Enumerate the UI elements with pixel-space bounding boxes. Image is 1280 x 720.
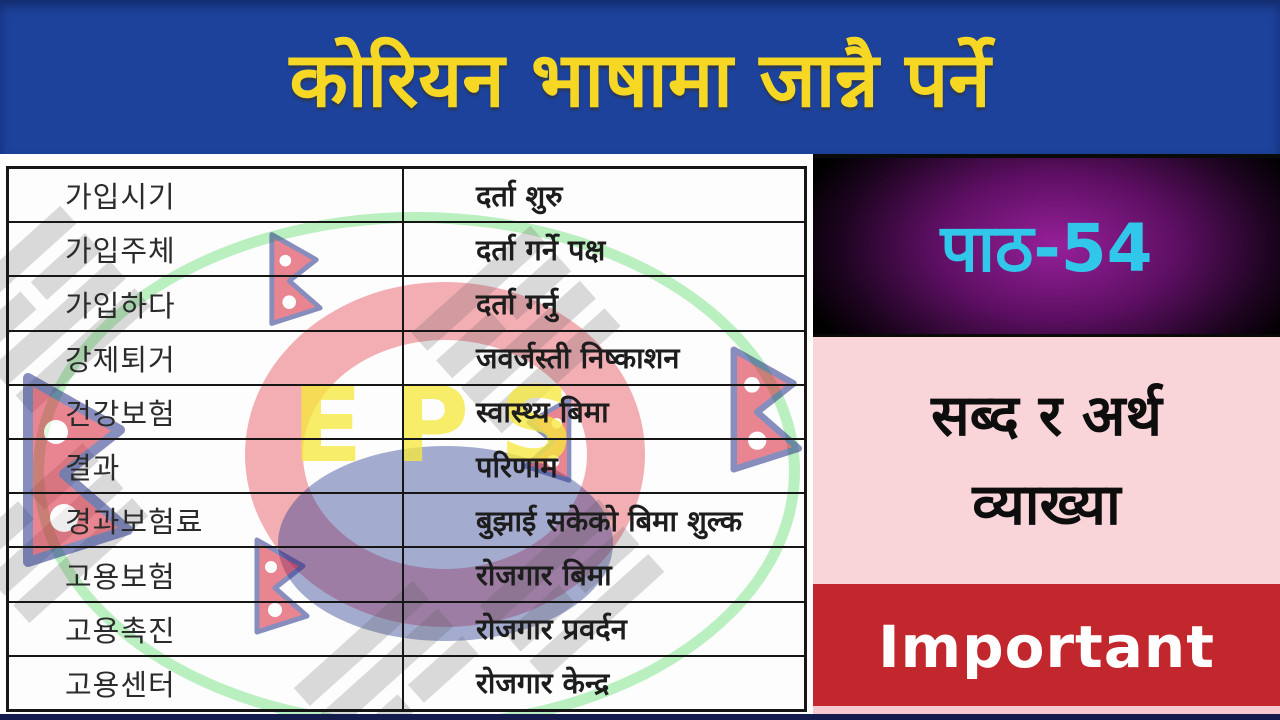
table-row: 고용촉진 रोजगार प्रवर्दन	[9, 600, 804, 655]
nepali-meaning-cell: रोजगार केन्द्र	[476, 666, 610, 701]
korean-term-cell: 결과	[9, 440, 404, 493]
nepali-meaning-cell: रोजगार बिमा	[476, 558, 612, 593]
nepali-meaning-cell: दर्ता गर्ने पक्ष	[476, 232, 606, 267]
bottom-strip	[0, 714, 1280, 720]
table-row: 고용센터 रोजगार केन्द्र	[9, 654, 804, 710]
korean-term-cell: 고용센터	[9, 656, 404, 710]
table-row: 고용보험 रोजगार बिमा	[9, 546, 804, 601]
table-row: 가입하다 दर्ता गर्नु	[9, 275, 804, 330]
table-row: 경과보험료 बुझाई सकेको बिमा शुल्क	[9, 492, 804, 547]
lesson-number-badge: पाठ-54	[813, 158, 1280, 334]
nepali-meaning-cell: परिणाम	[476, 449, 558, 484]
korean-term-cell: 고용촉진	[9, 602, 404, 655]
korean-term-cell: 경과보험료	[9, 494, 404, 547]
table-row: 강제퇴거 जवर्जस्ती निष्काशन	[9, 329, 804, 384]
korean-term-cell: 고용보험	[9, 548, 404, 601]
table-row: 건강보험 स्वास्थ्य बिमा	[9, 383, 804, 439]
table-row: 가입주체 दर्ता गर्ने पक्ष	[9, 221, 804, 276]
important-badge: Important	[813, 584, 1280, 710]
korean-term-cell: 가입하다	[9, 277, 404, 330]
nepali-meaning-cell: बुझाई सकेको बिमा शुल्क	[476, 503, 743, 538]
vocab-table-area: EPS 가입시기 दर्ता शुरु 가입주체 दर्ता गर्ने पक्…	[0, 154, 813, 714]
nepali-meaning-cell: रोजगार प्रवर्दन	[476, 612, 627, 647]
side-panel: पाठ-54 सब्द र अर्थ व्याख्या Important	[813, 154, 1280, 720]
title-banner: कोरियन भाषामा जान्नै पर्ने	[0, 0, 1280, 154]
lesson-number-text: पाठ-54	[940, 210, 1153, 287]
table-row: 결과 परिणाम	[9, 438, 804, 493]
page-title: कोरियन भाषामा जान्नै पर्ने	[289, 34, 991, 124]
important-label: Important	[878, 613, 1215, 681]
nepali-meaning-cell: दर्ता शुरु	[476, 178, 563, 213]
korean-term-cell: 가입주체	[9, 223, 404, 276]
nepali-meaning-cell: स्वास्थ्य बिमा	[476, 395, 609, 430]
vocab-table: 가입시기 दर्ता शुरु 가입주체 दर्ता गर्ने पक्ष 가입…	[6, 166, 807, 712]
subtitle-line-1: सब्द र अर्थ	[931, 383, 1162, 450]
table-row: 가입시기 दर्ता शुरु	[9, 169, 804, 222]
subtitle-box: सब्द र अर्थ व्याख्या	[813, 337, 1280, 584]
subtitle-line-2: व्याख्या	[972, 471, 1121, 538]
nepali-meaning-cell: जवर्जस्ती निष्काशन	[476, 341, 680, 376]
korean-term-cell: 가입시기	[9, 169, 404, 222]
korean-term-cell: 건강보험	[9, 385, 404, 439]
korean-term-cell: 강제퇴거	[9, 331, 404, 384]
nepali-meaning-cell: दर्ता गर्नु	[476, 287, 558, 321]
